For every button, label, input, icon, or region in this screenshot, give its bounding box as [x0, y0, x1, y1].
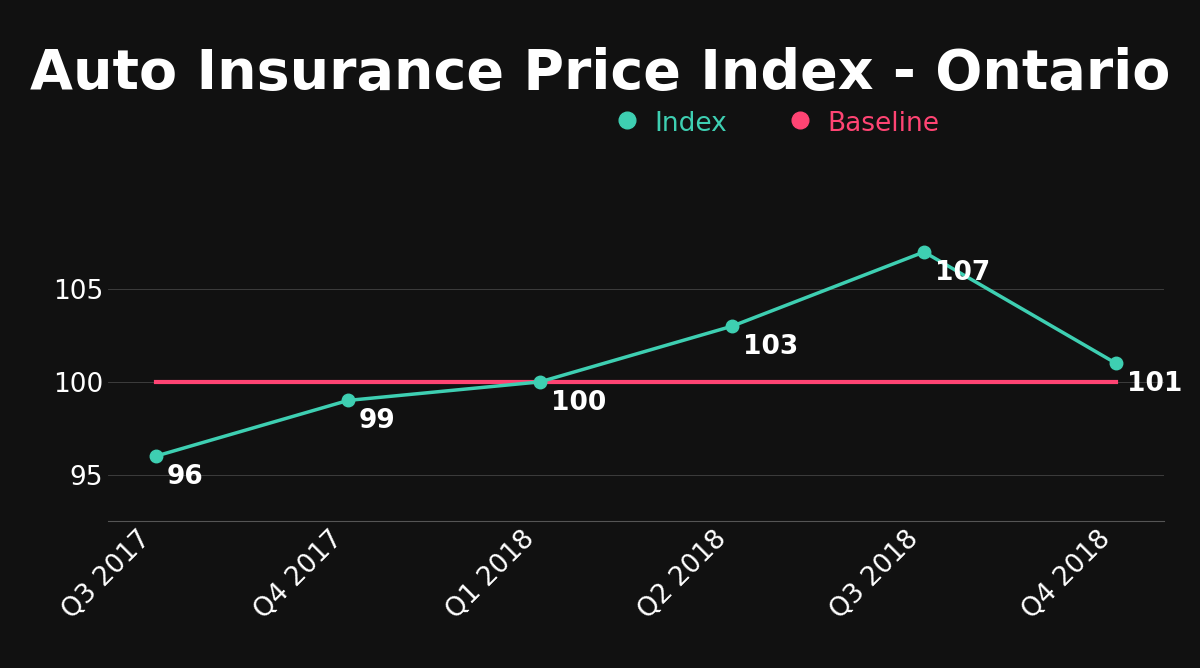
Index — [149, 452, 163, 460]
Text: Auto Insurance Price Index - Ontario: Auto Insurance Price Index - Ontario — [30, 47, 1170, 101]
Text: 103: 103 — [743, 334, 798, 360]
Text: 101: 101 — [1127, 371, 1182, 397]
Text: 99: 99 — [359, 408, 396, 434]
Index — [917, 248, 931, 256]
Text: 107: 107 — [935, 260, 990, 286]
Text: 96: 96 — [167, 464, 204, 490]
Legend: Index, Baseline: Index, Baseline — [607, 97, 953, 150]
Index — [725, 322, 739, 330]
Index — [533, 378, 547, 386]
Index — [341, 396, 355, 404]
Text: 100: 100 — [551, 389, 606, 415]
Index — [1109, 359, 1123, 367]
Line: Index: Index — [150, 246, 1122, 462]
